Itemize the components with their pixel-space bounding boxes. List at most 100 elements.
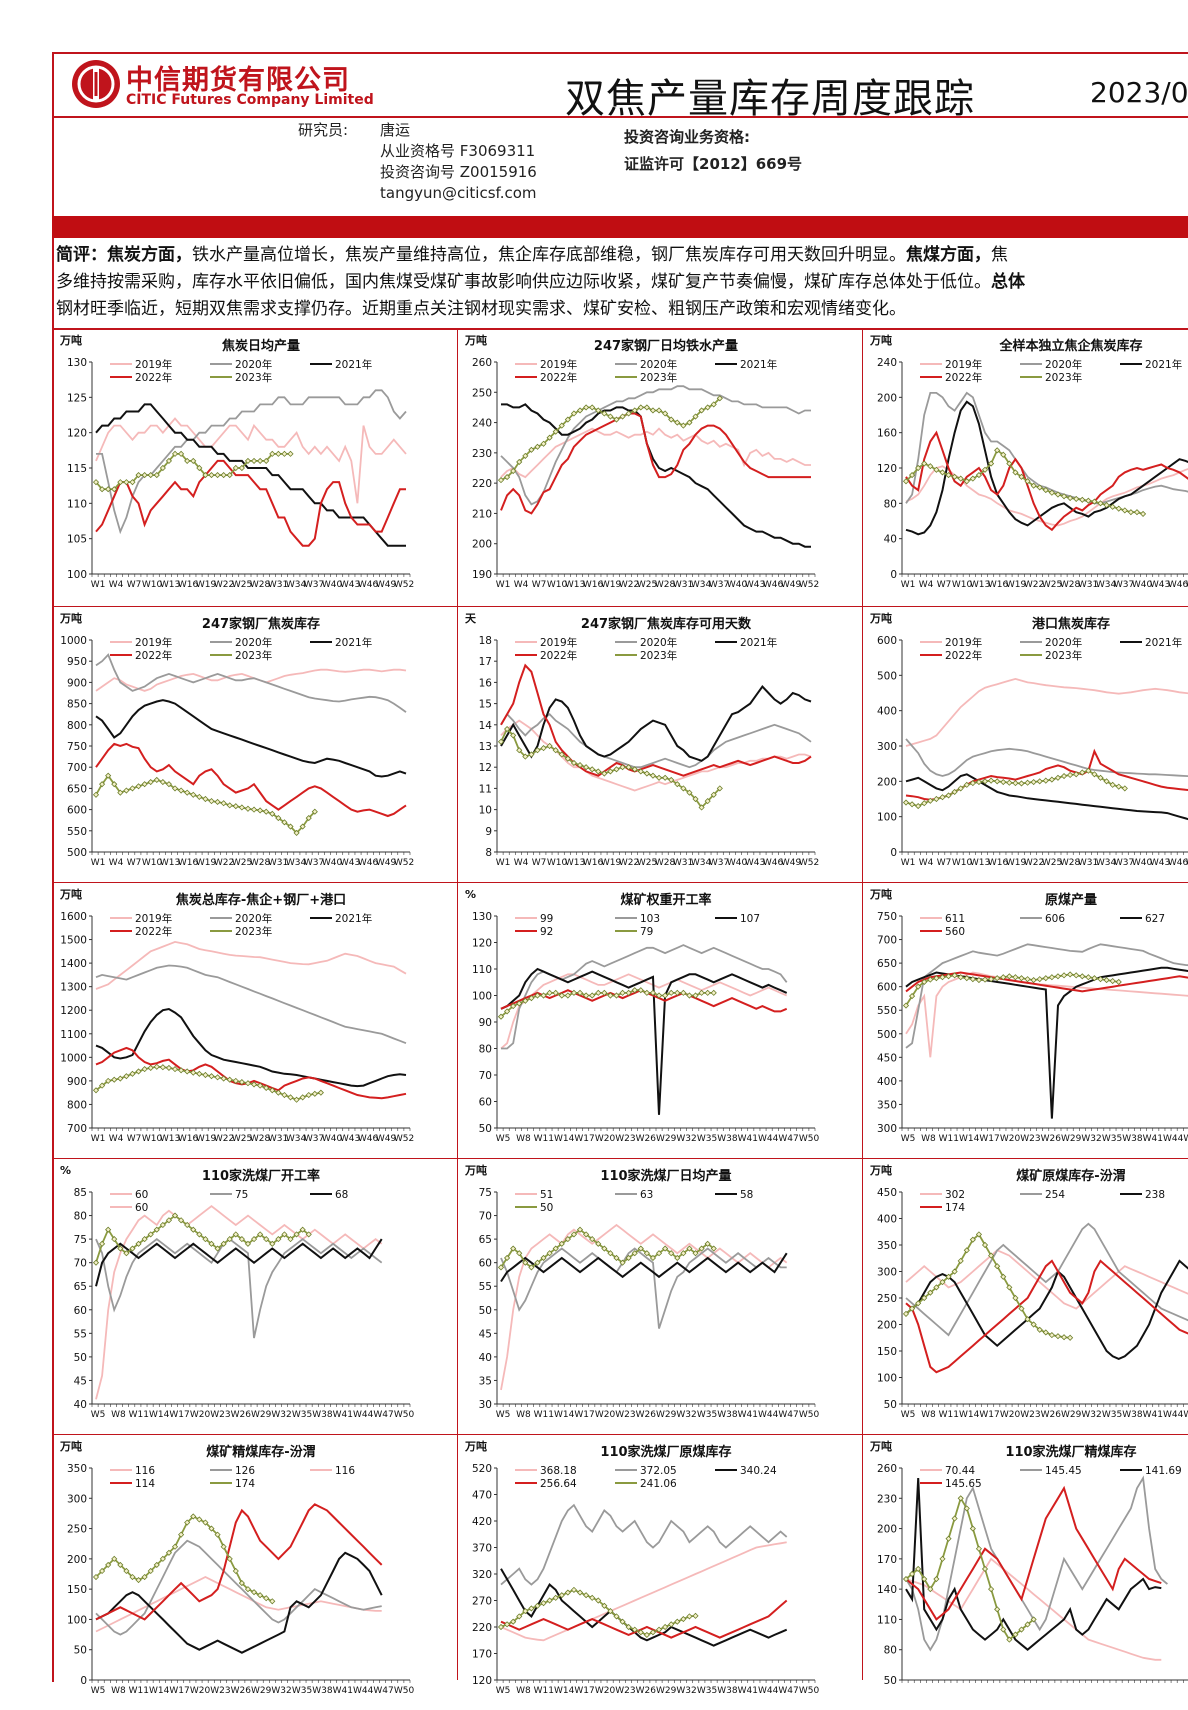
x-tick-label: W17 bbox=[574, 1134, 594, 1144]
series-marker bbox=[619, 989, 626, 996]
series-marker bbox=[159, 778, 166, 786]
series-marker bbox=[975, 472, 983, 479]
series-line bbox=[905, 1475, 1168, 1652]
legend-item: 368.18 bbox=[515, 1465, 577, 1477]
series-marker bbox=[945, 973, 952, 980]
y-tick-label: 140 bbox=[877, 1584, 897, 1596]
x-tick-label: W40 bbox=[322, 1134, 343, 1144]
series-marker bbox=[1036, 1326, 1043, 1333]
x-tick-label: W16 bbox=[178, 1134, 199, 1144]
series-marker bbox=[939, 974, 946, 981]
x-tick-label: W38 bbox=[717, 1686, 738, 1696]
chart-4: 万吨 247家钢厂焦炭库存 1000 950 900 850 800 750 700 650 600… bbox=[54, 608, 456, 882]
y-tick-label: 100 bbox=[67, 569, 87, 581]
series-marker bbox=[552, 428, 559, 435]
y-tick-label: 300 bbox=[877, 741, 897, 753]
x-tick-label: W34 bbox=[286, 1134, 307, 1144]
x-tick-label: W7 bbox=[127, 858, 142, 868]
series-marker bbox=[178, 1067, 185, 1074]
legend-label: 2020年 bbox=[235, 912, 272, 925]
series-marker bbox=[220, 800, 227, 807]
chart-unit: 万吨 bbox=[464, 1439, 487, 1453]
x-tick-label: W37 bbox=[1114, 858, 1134, 868]
series-marker bbox=[662, 1245, 669, 1252]
series-line bbox=[95, 742, 407, 818]
series-marker bbox=[963, 1505, 970, 1512]
legend-label: 2021年 bbox=[335, 636, 372, 649]
series-marker bbox=[1127, 509, 1134, 516]
legend-item: 2020年 bbox=[210, 358, 272, 371]
x-tick-label: W14 bbox=[149, 1686, 170, 1696]
series-marker bbox=[510, 467, 517, 475]
x-tick-label: W25 bbox=[232, 1134, 252, 1144]
series-line bbox=[95, 417, 407, 504]
series-marker bbox=[1030, 778, 1037, 786]
legend-label: 2019年 bbox=[135, 912, 172, 925]
x-tick-label: W29 bbox=[251, 1410, 272, 1420]
legend-item: 2022年 bbox=[920, 371, 982, 384]
x-tick-label: W29 bbox=[1061, 1410, 1082, 1420]
x-tick-label: W43 bbox=[1150, 858, 1170, 868]
series-marker bbox=[159, 1555, 166, 1562]
series-line bbox=[905, 1478, 1162, 1651]
x-tick-label: W10 bbox=[952, 858, 973, 868]
legend-label: 2023年 bbox=[235, 371, 272, 384]
y-tick-label: 50 bbox=[479, 1123, 492, 1135]
series-marker bbox=[111, 781, 118, 788]
series-marker bbox=[902, 478, 910, 485]
x-tick-label: W8 bbox=[921, 1134, 936, 1144]
series-marker bbox=[975, 778, 983, 786]
chart-title: 焦炭总库存-焦企+钢厂+港口 bbox=[175, 892, 346, 908]
x-tick-label: W13 bbox=[565, 858, 585, 868]
x-tick-label: W19 bbox=[601, 580, 622, 590]
series-marker bbox=[269, 810, 276, 817]
legend-label: 2020年 bbox=[1045, 636, 1082, 649]
y-tick-label: 85 bbox=[74, 1187, 87, 1199]
series-marker bbox=[129, 1573, 136, 1581]
legend-item: 70.44 bbox=[920, 1465, 975, 1477]
series-marker bbox=[534, 1602, 541, 1609]
y-tick-label: 170 bbox=[472, 1649, 492, 1661]
x-tick-label: W46 bbox=[1168, 858, 1188, 868]
series-marker bbox=[576, 762, 584, 769]
x-tick-label: W1 bbox=[496, 858, 511, 868]
analyst-license: 从业资格号 F3069311 bbox=[380, 142, 536, 160]
series-marker bbox=[220, 472, 227, 479]
legend-item: 2021年 bbox=[715, 636, 777, 649]
legend-item: 2023年 bbox=[615, 649, 677, 662]
series-marker bbox=[263, 1595, 270, 1602]
series-marker bbox=[281, 1091, 288, 1099]
analyst-email[interactable]: tangyun@citicsf.com bbox=[380, 184, 537, 202]
y-tick-label: 40 bbox=[74, 1399, 87, 1411]
series-marker bbox=[1079, 769, 1086, 776]
series-marker bbox=[105, 772, 112, 779]
series-marker bbox=[637, 768, 644, 775]
series-marker bbox=[1091, 975, 1098, 982]
series-marker bbox=[988, 460, 995, 467]
series-marker bbox=[909, 472, 916, 479]
series-marker bbox=[1091, 498, 1098, 505]
x-tick-label: W26 bbox=[636, 1134, 657, 1144]
series-marker bbox=[147, 472, 154, 479]
y-tick-label: 260 bbox=[472, 357, 492, 369]
series-marker bbox=[546, 1250, 553, 1257]
y-tick-label: 60 bbox=[74, 1305, 87, 1317]
legend-label: 75 bbox=[235, 1189, 248, 1201]
series-marker bbox=[111, 1076, 118, 1083]
y-tick-label: 600 bbox=[877, 982, 897, 994]
qualification-block: 投资咨询业务资格: 证监许可【2012】669号 bbox=[624, 124, 802, 178]
x-tick-label: W7 bbox=[532, 580, 547, 590]
series-marker bbox=[1024, 976, 1031, 983]
legend-item: 372.05 bbox=[615, 1465, 677, 1477]
chart-1: 万吨 焦炭日均产量 130 125 120 115 110 105 100 W1 W4 W7 W10 W1… bbox=[54, 330, 456, 604]
series-line bbox=[500, 1599, 788, 1639]
x-tick-label: W22 bbox=[214, 858, 234, 868]
series-line bbox=[500, 967, 788, 1115]
series-marker bbox=[540, 440, 547, 447]
series-marker bbox=[915, 1300, 922, 1307]
y-tick-label: 70 bbox=[479, 1211, 492, 1223]
legend-item: 302 bbox=[920, 1189, 965, 1201]
x-tick-label: W4 bbox=[109, 858, 124, 868]
x-tick-label: W41 bbox=[738, 1686, 758, 1696]
